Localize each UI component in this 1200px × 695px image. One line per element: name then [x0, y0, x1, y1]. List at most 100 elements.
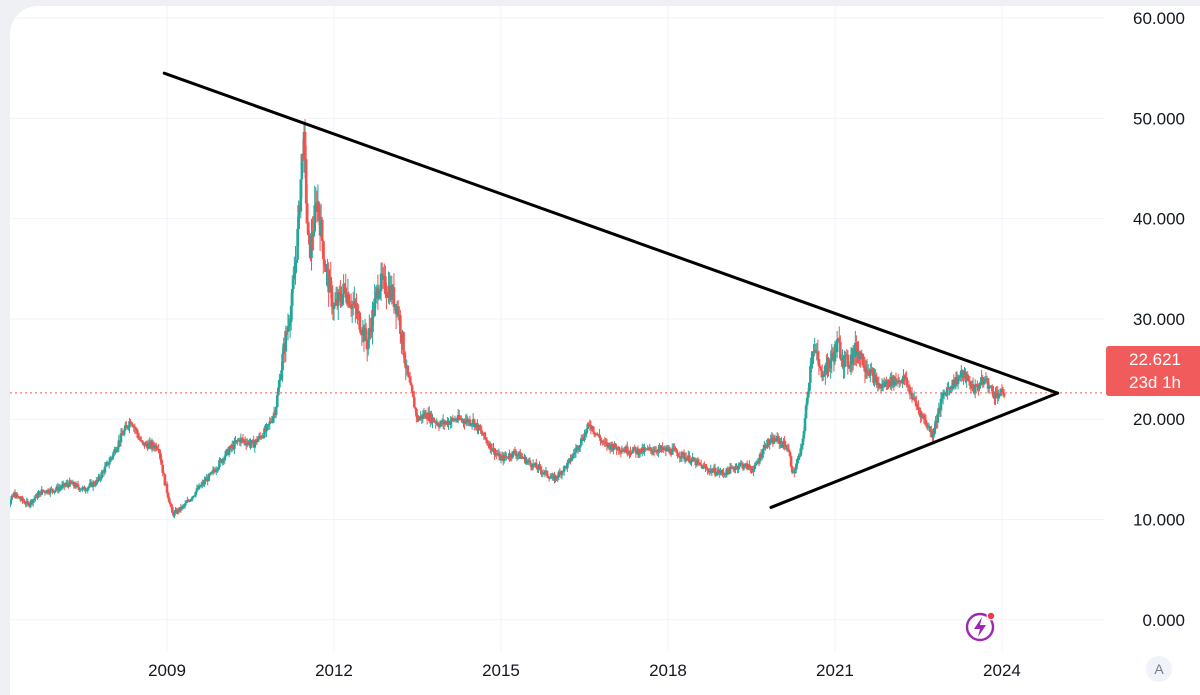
candle-body — [224, 451, 228, 457]
candle-body — [995, 391, 998, 393]
candle-body — [718, 470, 721, 474]
candle-body — [11, 495, 15, 497]
candle-body — [837, 338, 841, 343]
trendlines[interactable] — [10, 71, 1105, 509]
candle-body — [901, 378, 904, 384]
candle-body — [281, 353, 284, 371]
auto-scale-button[interactable]: A — [1146, 656, 1172, 682]
candle-body — [183, 503, 187, 506]
y-tick-label: 50.000 — [1133, 109, 1185, 128]
candle-body — [774, 440, 778, 442]
candle-body — [807, 382, 811, 392]
candle-body — [287, 325, 291, 327]
candle-body — [784, 445, 788, 449]
candle-body — [953, 383, 957, 387]
candle-body — [357, 311, 360, 313]
candle-body — [913, 397, 917, 402]
candle-body — [811, 351, 814, 364]
candle-body — [270, 421, 274, 423]
candle-body — [776, 436, 780, 439]
y-tick-label: 20.000 — [1133, 410, 1185, 429]
price-chart[interactable]: 0.000 10.000 20.000 30.000 40.000 50.000 60.00… — [10, 6, 1200, 695]
candle-body — [326, 268, 329, 271]
candle-body — [167, 497, 171, 503]
candle-body — [643, 448, 646, 453]
candle-body — [538, 465, 541, 467]
candle-body — [392, 287, 396, 307]
candle-body — [596, 433, 599, 435]
candle-body — [1002, 393, 1006, 397]
candle-body — [764, 444, 767, 448]
candle-body — [721, 470, 724, 473]
candle-body — [728, 466, 732, 474]
candle-body — [689, 462, 692, 464]
candle-body — [21, 497, 24, 501]
candle-body — [588, 424, 592, 427]
candle-body — [80, 489, 83, 491]
candle-body — [43, 491, 47, 493]
candle-body — [248, 441, 251, 446]
candle-body — [159, 453, 162, 460]
resistance-trendline[interactable] — [162, 71, 1060, 395]
candle-body — [566, 462, 569, 469]
candle-body — [354, 301, 357, 308]
candle-body — [54, 489, 57, 491]
candle-body — [408, 377, 412, 383]
candle-body — [946, 388, 949, 396]
candle-body — [754, 463, 758, 466]
y-axis: 0.000 10.000 20.000 30.000 40.000 50.000 60.00… — [1133, 9, 1185, 630]
candle-body — [513, 450, 517, 454]
candle-body — [521, 456, 524, 458]
candle-body — [817, 359, 821, 367]
candle-body — [241, 438, 245, 441]
candle-body — [924, 420, 928, 425]
candle-body — [399, 315, 402, 334]
candle-body — [92, 482, 96, 485]
candle-body — [685, 458, 689, 461]
candle-body — [339, 293, 342, 301]
candle-body — [574, 448, 578, 453]
candle-body — [768, 442, 771, 445]
candle-body — [633, 446, 637, 450]
candle-body — [584, 433, 587, 435]
candle-body — [911, 398, 915, 400]
candle-body — [933, 428, 936, 433]
candle-body — [216, 469, 219, 471]
candle-body — [23, 501, 26, 504]
candle-body — [761, 448, 765, 455]
candle-body — [966, 374, 970, 380]
candle-body — [661, 446, 664, 450]
candle-body — [299, 179, 303, 212]
candle-body — [451, 418, 455, 420]
candle-body — [76, 484, 80, 488]
candle-body — [567, 460, 570, 463]
candle-body — [598, 434, 601, 438]
candle-body — [888, 385, 891, 387]
candle-body — [752, 468, 755, 472]
candle-body — [741, 463, 745, 469]
candle-body — [796, 460, 799, 464]
lightning-icon[interactable] — [962, 608, 998, 644]
candle-body — [839, 342, 842, 359]
candle-body — [704, 466, 707, 469]
candle-body — [214, 470, 218, 472]
candle-body — [236, 440, 239, 442]
candle-body — [203, 480, 206, 485]
candle-body — [411, 391, 415, 398]
candle-body — [997, 394, 1001, 399]
candle-body — [108, 458, 112, 463]
candle-body — [835, 339, 839, 353]
candle-body — [121, 434, 125, 436]
candle-body — [483, 432, 487, 438]
candle-body — [197, 485, 201, 489]
support-trendline[interactable] — [769, 391, 1060, 509]
candle-body — [91, 482, 95, 487]
y-tick-label: 0.000 — [1142, 611, 1185, 630]
candle-body — [323, 259, 326, 265]
candle-body — [69, 480, 72, 483]
candle-body — [809, 366, 812, 383]
candle-body — [775, 436, 779, 442]
candle-body — [535, 463, 538, 468]
candle-body — [306, 222, 310, 236]
candle-body — [343, 283, 346, 288]
